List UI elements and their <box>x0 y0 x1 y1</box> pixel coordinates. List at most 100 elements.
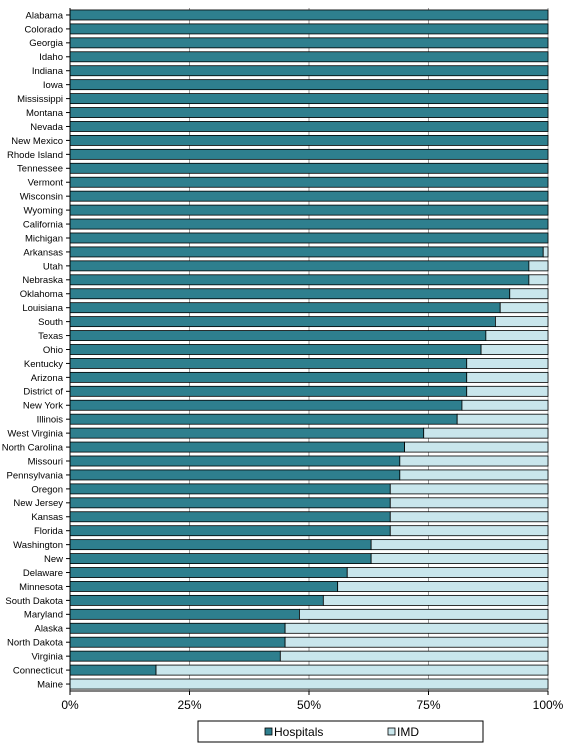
legend: Hospitals IMD <box>197 720 484 743</box>
bar-hospitals <box>69 288 511 300</box>
category-label: Wisconsin <box>20 192 63 203</box>
bar-hospitals <box>69 469 401 481</box>
category-label: Nevada <box>30 122 63 133</box>
bar-hospitals <box>69 511 391 523</box>
bar-hospitals <box>69 37 549 49</box>
bar-imd <box>404 441 549 453</box>
bar-hospitals <box>69 650 281 662</box>
category-label: Minnesota <box>19 582 64 593</box>
bar-hospitals <box>69 65 549 77</box>
category-label: Missouri <box>28 456 63 467</box>
bar-imd <box>542 246 549 258</box>
category-label: New Jersey <box>13 498 63 509</box>
bar-imd <box>389 483 549 495</box>
category-label: Vermont <box>28 178 64 189</box>
category-label: Texas <box>38 331 63 342</box>
category-labels: Alabama Colorado Georgia Idaho Indiana Iowa Mi… <box>2 10 70 690</box>
bar-hospitals <box>69 636 286 648</box>
bar-hospitals <box>69 664 157 676</box>
bar-hospitals <box>69 316 496 328</box>
bar-imd <box>399 455 549 467</box>
bar-hospitals <box>69 302 501 314</box>
category-label: Maryland <box>24 610 63 621</box>
bar-hospitals <box>69 9 549 21</box>
x-tick-label: 50% <box>297 698 321 712</box>
bar-imd <box>466 358 549 369</box>
bar-hospitals <box>69 204 549 216</box>
x-tick-label: 0% <box>61 698 79 712</box>
bar-hospitals <box>69 162 549 174</box>
bar-hospitals <box>69 399 463 411</box>
bar-imd <box>423 427 549 439</box>
bar-hospitals <box>69 553 372 564</box>
bar-hospitals <box>69 427 425 439</box>
bar-hospitals <box>69 107 549 118</box>
bar-imd <box>461 399 549 411</box>
bar-imd <box>389 511 549 523</box>
bar-imd <box>399 469 549 481</box>
bar-imd <box>499 302 549 314</box>
bar-hospitals <box>69 93 549 105</box>
bar-hospitals <box>69 330 487 341</box>
bar-hospitals <box>69 455 401 467</box>
legend-swatch-imd <box>387 727 396 736</box>
category-label: Utah <box>43 261 63 272</box>
bar-imd <box>389 497 549 509</box>
category-label: Florida <box>34 526 64 537</box>
category-label: Pennsylvania <box>6 470 63 481</box>
category-label: Arizona <box>31 373 64 384</box>
legend-swatch-hospitals <box>264 727 273 736</box>
bar-imd <box>466 385 549 397</box>
bar-imd <box>69 678 549 690</box>
bar-hospitals <box>69 190 549 202</box>
category-label: New Mexico <box>11 136 63 147</box>
bar-hospitals <box>69 135 549 146</box>
x-axis: 0% 25% 50% 75% 100% <box>61 8 564 712</box>
bar-imd <box>528 260 549 272</box>
bar-imd <box>299 608 549 620</box>
bar-hospitals <box>69 539 372 551</box>
bar-hospitals <box>69 218 549 230</box>
category-label: North Dakota <box>7 638 64 649</box>
legend-label-imd: IMD <box>397 725 419 739</box>
bar-imd <box>528 274 549 286</box>
category-label: Nebraska <box>22 275 63 286</box>
bar-hospitals <box>69 413 458 425</box>
category-label: Iowa <box>43 80 64 91</box>
bar-imd <box>466 371 549 383</box>
category-label: Idaho <box>39 52 63 63</box>
category-label: Illinois <box>37 415 64 426</box>
category-label: Michigan <box>25 233 63 244</box>
bar-hospitals <box>69 608 300 620</box>
bar-hospitals <box>69 385 468 397</box>
bar-imd <box>370 539 549 551</box>
bar-imd <box>389 525 549 537</box>
category-label: Louisiana <box>22 303 63 314</box>
category-label: Wyoming <box>23 206 63 217</box>
category-label: North Carolina <box>2 442 64 453</box>
bar-imd <box>370 553 549 564</box>
bar-imd <box>284 636 549 648</box>
category-label: California <box>23 219 64 230</box>
bar-hospitals <box>69 441 406 453</box>
bar-hospitals <box>69 483 391 495</box>
bar-imd <box>495 316 549 328</box>
category-label: South <box>38 317 63 328</box>
bar-hospitals <box>69 344 482 355</box>
category-label: South Dakota <box>5 596 63 607</box>
category-label: New <box>44 554 63 565</box>
category-label: Georgia <box>29 38 64 49</box>
bar-hospitals <box>69 581 339 592</box>
bar-hospitals <box>69 176 549 188</box>
bar-imd <box>337 581 549 592</box>
category-label: Maine <box>37 679 63 690</box>
bar-hospitals <box>69 51 549 63</box>
bar-hospitals <box>69 148 549 160</box>
bar-imd <box>480 344 549 355</box>
category-label: Connecticut <box>13 665 64 676</box>
bar-hospitals <box>69 594 324 606</box>
category-label: Ohio <box>43 345 63 356</box>
legend-box <box>197 720 484 743</box>
category-label: West Virginia <box>7 429 63 440</box>
bar-hospitals <box>69 371 468 383</box>
